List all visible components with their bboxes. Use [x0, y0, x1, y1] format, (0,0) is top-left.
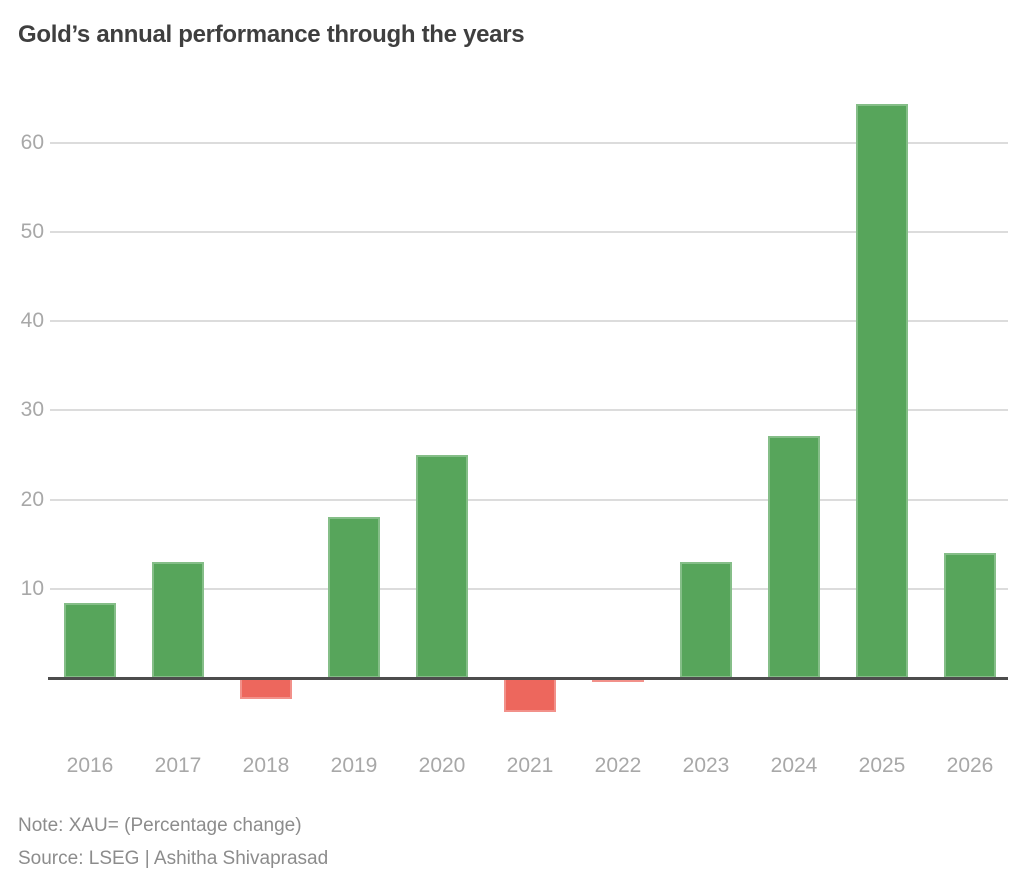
x-axis-label-2024: 2024 [770, 754, 818, 777]
y-axis-tick-label-30: 30 [20, 398, 44, 422]
y-axis-tick-label-10: 10 [20, 576, 44, 600]
bar-2023 [680, 562, 732, 678]
x-axis-label-2020: 2020 [418, 754, 466, 777]
y-axis-tick-label-50: 50 [20, 220, 44, 243]
gridline-30 [50, 409, 1008, 412]
chart-note: Note: XAU= (Percentage change) [18, 815, 302, 836]
bar-2025 [856, 103, 908, 678]
x-axis-label-2021: 2021 [506, 754, 554, 777]
bar-2016 [64, 603, 116, 678]
x-axis-label-2019: 2019 [330, 754, 378, 777]
y-axis-tick-label-40: 40 [20, 309, 44, 333]
x-axis-label-2017: 2017 [154, 754, 202, 777]
x-axis-label-2022: 2022 [594, 754, 642, 777]
bar-2020 [416, 455, 468, 678]
gridline-10 [50, 587, 1008, 590]
bar-2022 [592, 678, 644, 682]
bar-2018 [240, 678, 292, 699]
gridline-20 [50, 498, 1008, 501]
x-axis-label-2018: 2018 [242, 754, 290, 777]
x-axis-baseline [48, 676, 1008, 680]
bar-2019 [328, 517, 380, 678]
bar-2017 [152, 562, 204, 678]
gridline-40 [50, 320, 1008, 323]
bar-2021 [504, 678, 556, 712]
x-axis-label-2023: 2023 [682, 754, 730, 777]
gridline-50 [50, 231, 1008, 233]
y-axis-tick-label-60: 60 [20, 130, 44, 154]
y-axis-tick-label-20: 20 [20, 487, 44, 511]
x-axis-label-2016: 2016 [66, 754, 114, 777]
gridline-60 [50, 141, 1008, 144]
bar-2024 [768, 436, 820, 678]
chart-title: Gold’s annual performance through the ye… [18, 21, 525, 48]
x-axis-label-2026: 2026 [946, 754, 994, 777]
chart-source: Source: LSEG | Ashitha Shivaprasad [18, 848, 329, 869]
x-axis-label-2025: 2025 [858, 754, 906, 777]
bar-2026 [944, 553, 996, 678]
